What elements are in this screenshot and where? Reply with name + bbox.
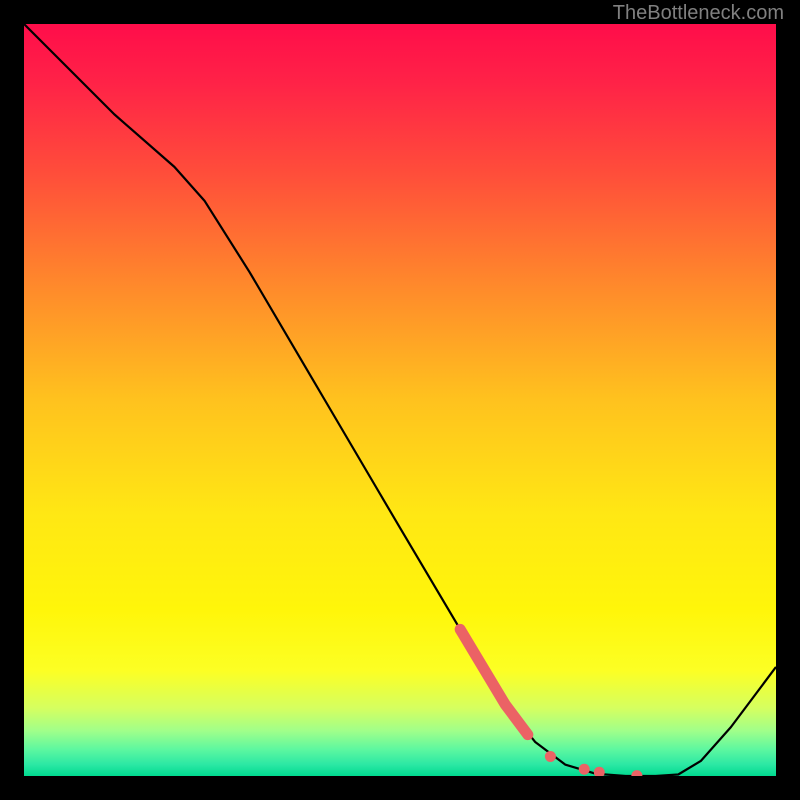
bottleneck-chart: [24, 24, 776, 776]
watermark-text: TheBottleneck.com: [613, 2, 784, 25]
highlight-dot: [545, 751, 556, 762]
highlight-dot: [579, 764, 590, 775]
chart-background: [24, 24, 776, 776]
chart-svg: [24, 24, 776, 776]
